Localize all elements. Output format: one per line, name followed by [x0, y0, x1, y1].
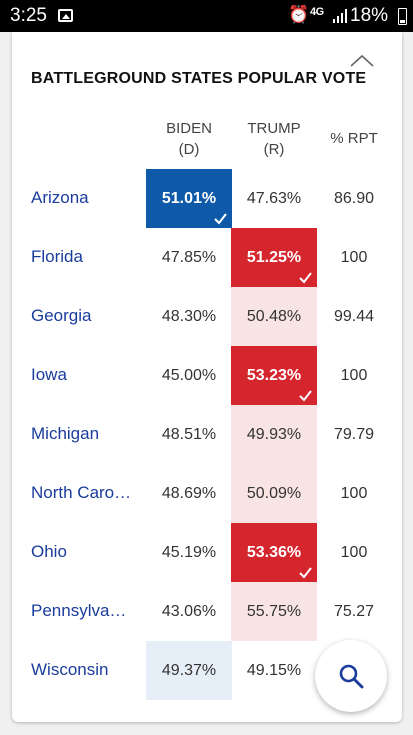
status-bar: 3:25 ⏰ 4G 18% [0, 0, 413, 32]
state-row: Ohio 45.19% 53.36% 100 [12, 523, 402, 582]
trump-cell: 49.93% [231, 405, 317, 464]
biden-percent: 49.37% [161, 662, 217, 679]
trump-party: (R) [263, 141, 285, 158]
state-link-georgia[interactable]: Georgia [31, 306, 92, 325]
trump-cell: 50.09% [231, 464, 317, 523]
state-row: Georgia 48.30% 50.48% 99.44 [12, 287, 402, 346]
trump-percent: 51.25% [246, 249, 302, 266]
biden-cell: 43.06% [146, 582, 232, 641]
trump-cell: 53.23% [231, 346, 317, 405]
reported-cell: 79.79 [333, 426, 375, 443]
state-row: Michigan 48.51% 49.93% 79.79 [12, 405, 402, 464]
reported-cell: 99.44 [333, 308, 375, 325]
state-link-michigan[interactable]: Michigan [31, 424, 100, 443]
reported-cell: 75.27 [333, 603, 375, 620]
network-type: 4G [310, 6, 324, 18]
state-row: Pennsylva… 43.06% 55.75% 75.27 [12, 582, 402, 641]
trump-percent: 47.63% [246, 190, 302, 207]
check-icon [299, 389, 312, 402]
check-icon [299, 566, 312, 579]
biden-percent: 48.30% [161, 308, 217, 325]
reported-cell: 86.90 [333, 190, 375, 207]
trump-percent: 49.93% [246, 426, 302, 443]
state-link-pennsylvania[interactable]: Pennsylva… [31, 601, 127, 620]
state-link-north-carolina[interactable]: North Caro… [31, 483, 132, 502]
biden-percent: 45.19% [161, 544, 217, 561]
state-row: Iowa 45.00% 53.23% 100 [12, 346, 402, 405]
state-row: North Caro… 48.69% 50.09% 100 [12, 464, 402, 523]
search-button[interactable] [315, 640, 387, 712]
trump-cell: 50.48% [231, 287, 317, 346]
trump-percent: 55.75% [246, 603, 302, 620]
chevron-up-icon [350, 54, 374, 67]
state-link-arizona[interactable]: Arizona [31, 188, 89, 207]
biden-percent: 48.51% [161, 426, 217, 443]
biden-cell: 48.69% [146, 464, 232, 523]
trump-percent: 53.36% [246, 544, 302, 561]
biden-cell: 49.37% [146, 641, 232, 700]
trump-percent: 53.23% [246, 367, 302, 384]
biden-percent: 45.00% [161, 367, 217, 384]
trump-percent: 50.09% [246, 485, 302, 502]
state-link-wisconsin[interactable]: Wisconsin [31, 660, 109, 679]
column-header-trump: TRUMP (R) [231, 118, 317, 160]
state-link-florida[interactable]: Florida [31, 247, 83, 266]
biden-cell: 48.51% [146, 405, 232, 464]
biden-cell: 45.00% [146, 346, 232, 405]
biden-name: BIDEN [166, 120, 212, 137]
status-time: 3:25 [10, 5, 47, 26]
trump-cell: 51.25% [231, 228, 317, 287]
reported-cell: 100 [340, 544, 368, 561]
trump-percent: 49.15% [246, 662, 302, 679]
trump-cell: 47.63% [231, 169, 317, 228]
biden-cell: 48.30% [146, 287, 232, 346]
trump-name: TRUMP [247, 120, 301, 137]
biden-cell: 51.01% [146, 169, 232, 228]
check-icon [214, 212, 227, 225]
battery-percent: 18% [350, 5, 389, 26]
search-icon [339, 664, 364, 689]
card-title: BATTLEGROUND STATES POPULAR VOTE [31, 70, 367, 87]
state-link-ohio[interactable]: Ohio [31, 542, 67, 561]
trump-cell: 55.75% [231, 582, 317, 641]
trump-cell: 53.36% [231, 523, 317, 582]
collapse-button[interactable] [348, 51, 376, 71]
biden-cell: 47.85% [146, 228, 232, 287]
biden-percent: 43.06% [161, 603, 217, 620]
state-row: Arizona 51.01% 47.63% 86.90 [12, 169, 402, 228]
reported-cell: 100 [340, 485, 368, 502]
trump-percent: 50.48% [246, 308, 302, 325]
state-row: Florida 47.85% 51.25% 100 [12, 228, 402, 287]
trump-cell: 49.15% [231, 641, 317, 700]
state-link-iowa[interactable]: Iowa [31, 365, 67, 384]
signal-icon [333, 9, 347, 23]
biden-cell: 45.19% [146, 523, 232, 582]
state-row: Wisconsin 49.37% 49.15% [12, 641, 402, 700]
battery-icon [398, 8, 407, 25]
column-header-reported: % RPT [330, 130, 378, 147]
column-header-biden: BIDEN (D) [146, 118, 232, 160]
alarm-icon: ⏰ [288, 5, 310, 24]
battleground-card: BATTLEGROUND STATES POPULAR VOTE BIDEN (… [12, 32, 402, 722]
reported-cell: 100 [340, 249, 368, 266]
gallery-icon [58, 9, 73, 22]
biden-percent: 48.69% [161, 485, 217, 502]
biden-percent: 51.01% [161, 190, 217, 207]
biden-party: (D) [178, 141, 200, 158]
biden-percent: 47.85% [161, 249, 217, 266]
check-icon [299, 271, 312, 284]
reported-cell: 100 [340, 367, 368, 384]
